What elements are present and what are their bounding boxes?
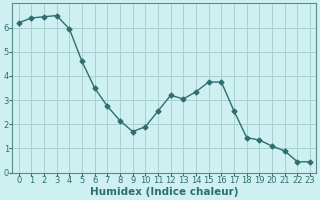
- X-axis label: Humidex (Indice chaleur): Humidex (Indice chaleur): [90, 187, 239, 197]
